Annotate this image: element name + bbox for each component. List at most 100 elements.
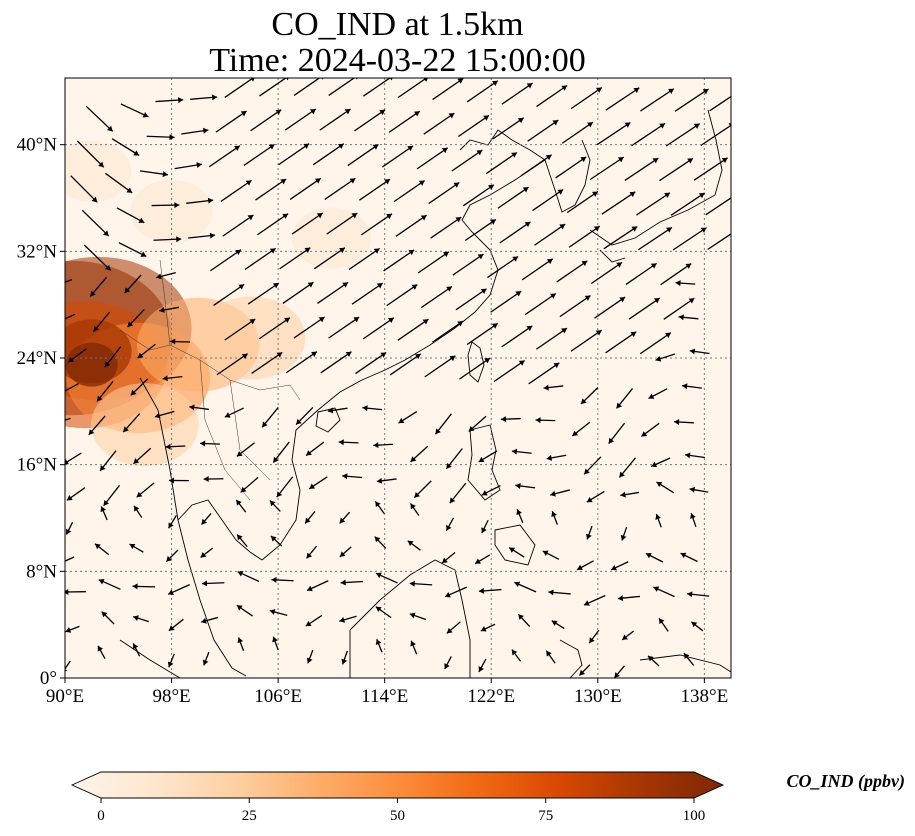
wind-vector-head — [235, 249, 242, 256]
wind-vector-head — [630, 331, 637, 338]
wind-vector-head — [453, 182, 460, 188]
wind-vector-head — [65, 528, 72, 535]
wind-vector — [320, 351, 352, 374]
wind-vector — [278, 143, 310, 166]
wind-vector — [700, 124, 731, 147]
wind-vector — [328, 316, 360, 339]
wind-vector-head — [691, 621, 698, 628]
wind-vector — [81, 209, 110, 237]
wind-vector — [432, 320, 464, 343]
wind-vector-head — [384, 179, 391, 185]
wind-vector-head — [550, 490, 556, 497]
wind-vector — [328, 78, 356, 96]
wind-vector-head — [304, 247, 311, 253]
longitude-axis: 90°E 98°E 106°E 114°E 122°E 130°E 138°E — [46, 678, 728, 707]
wind-vector — [556, 260, 588, 283]
wind-vector-head — [166, 556, 172, 562]
wind-vector-head — [443, 251, 449, 258]
wind-vector — [285, 351, 318, 374]
wind-vector — [351, 282, 384, 305]
wind-vector-head — [376, 283, 383, 289]
wind-vector-head — [441, 147, 448, 154]
wind-vector — [707, 233, 731, 251]
wind-vector-head — [526, 83, 533, 89]
wind-vector-head — [271, 576, 277, 583]
wind-vector-head — [619, 471, 625, 478]
wind-vector-head — [617, 157, 624, 163]
wind-vector — [487, 255, 519, 279]
wind-vector-head — [236, 605, 243, 611]
wind-vector-head — [240, 111, 247, 117]
wind-vector-head — [728, 123, 731, 128]
wind-vector-head — [168, 625, 175, 631]
wind-vector-head — [577, 564, 583, 571]
wind-vector-head — [700, 227, 707, 233]
wind-vector — [224, 78, 255, 98]
wind-vector — [455, 288, 487, 311]
wind-vector-head — [683, 653, 690, 659]
wind-vector-head — [698, 192, 705, 199]
wind-vector — [393, 180, 426, 203]
wind-vector — [395, 214, 427, 237]
wind-vector-head — [104, 361, 111, 368]
wind-vector-head — [446, 462, 452, 469]
wind-vector — [259, 78, 287, 97]
wind-vector-head — [262, 421, 268, 428]
wind-vector-head — [126, 187, 133, 193]
wind-vector-head — [468, 425, 475, 432]
wind-vector-head — [550, 293, 556, 299]
wind-vector-head — [543, 384, 549, 391]
wind-vector-head — [655, 514, 661, 520]
wind-vector-head — [581, 260, 588, 267]
wind-vector — [462, 184, 495, 207]
wind-vector-head — [475, 558, 481, 564]
wind-vector-head — [224, 412, 231, 418]
wind-vector — [464, 218, 497, 242]
wind-vector-head — [342, 473, 348, 480]
wind-vector-head — [449, 497, 456, 504]
wind-vector-head — [446, 286, 452, 292]
wind-vector-head — [178, 97, 184, 104]
wind-vector-head — [656, 481, 663, 488]
wind-vector-head — [457, 78, 464, 84]
wind-vector-head — [680, 552, 687, 559]
wind-vector-head — [580, 156, 587, 163]
colorbar-tick-label: 75 — [538, 808, 553, 824]
wind-vector-head — [514, 581, 521, 588]
wind-vector-head — [524, 221, 531, 228]
wind-vector-head — [314, 178, 321, 184]
wind-vector — [65, 313, 76, 320]
lat-tick-label: 0° — [40, 668, 57, 689]
wind-vector — [213, 283, 245, 306]
wind-vector-head — [553, 362, 560, 369]
wind-vector-head — [387, 317, 394, 324]
wind-vector — [534, 223, 566, 246]
wind-vector-head — [515, 291, 522, 297]
wind-vector-head — [168, 522, 174, 529]
wind-vector — [501, 82, 533, 105]
wind-vector-head — [174, 202, 180, 209]
wind-vector — [382, 145, 414, 168]
wind-vector-head — [275, 109, 282, 115]
wind-vector-head — [91, 196, 98, 203]
wind-vector-head — [653, 586, 660, 592]
wind-vector-head — [349, 178, 356, 184]
wind-vector — [291, 212, 324, 235]
wind-vector-head — [593, 226, 600, 232]
wind-vector — [85, 105, 114, 132]
wind-vector-head — [272, 636, 278, 643]
wind-vector-head — [127, 321, 134, 327]
wind-vector-head — [480, 288, 487, 295]
wind-vector — [324, 177, 356, 200]
wind-vector — [289, 177, 322, 200]
wind-vector — [255, 178, 287, 201]
wind-vector — [665, 123, 701, 147]
wind-vector-head — [664, 192, 670, 199]
wind-vector — [490, 290, 522, 313]
wind-vector — [527, 119, 559, 142]
wind-vector-head — [375, 639, 382, 646]
wind-vector-head — [410, 640, 416, 647]
wind-vector-head — [488, 184, 494, 191]
wind-vector-head — [448, 113, 455, 119]
wind-vector-head — [98, 578, 105, 585]
